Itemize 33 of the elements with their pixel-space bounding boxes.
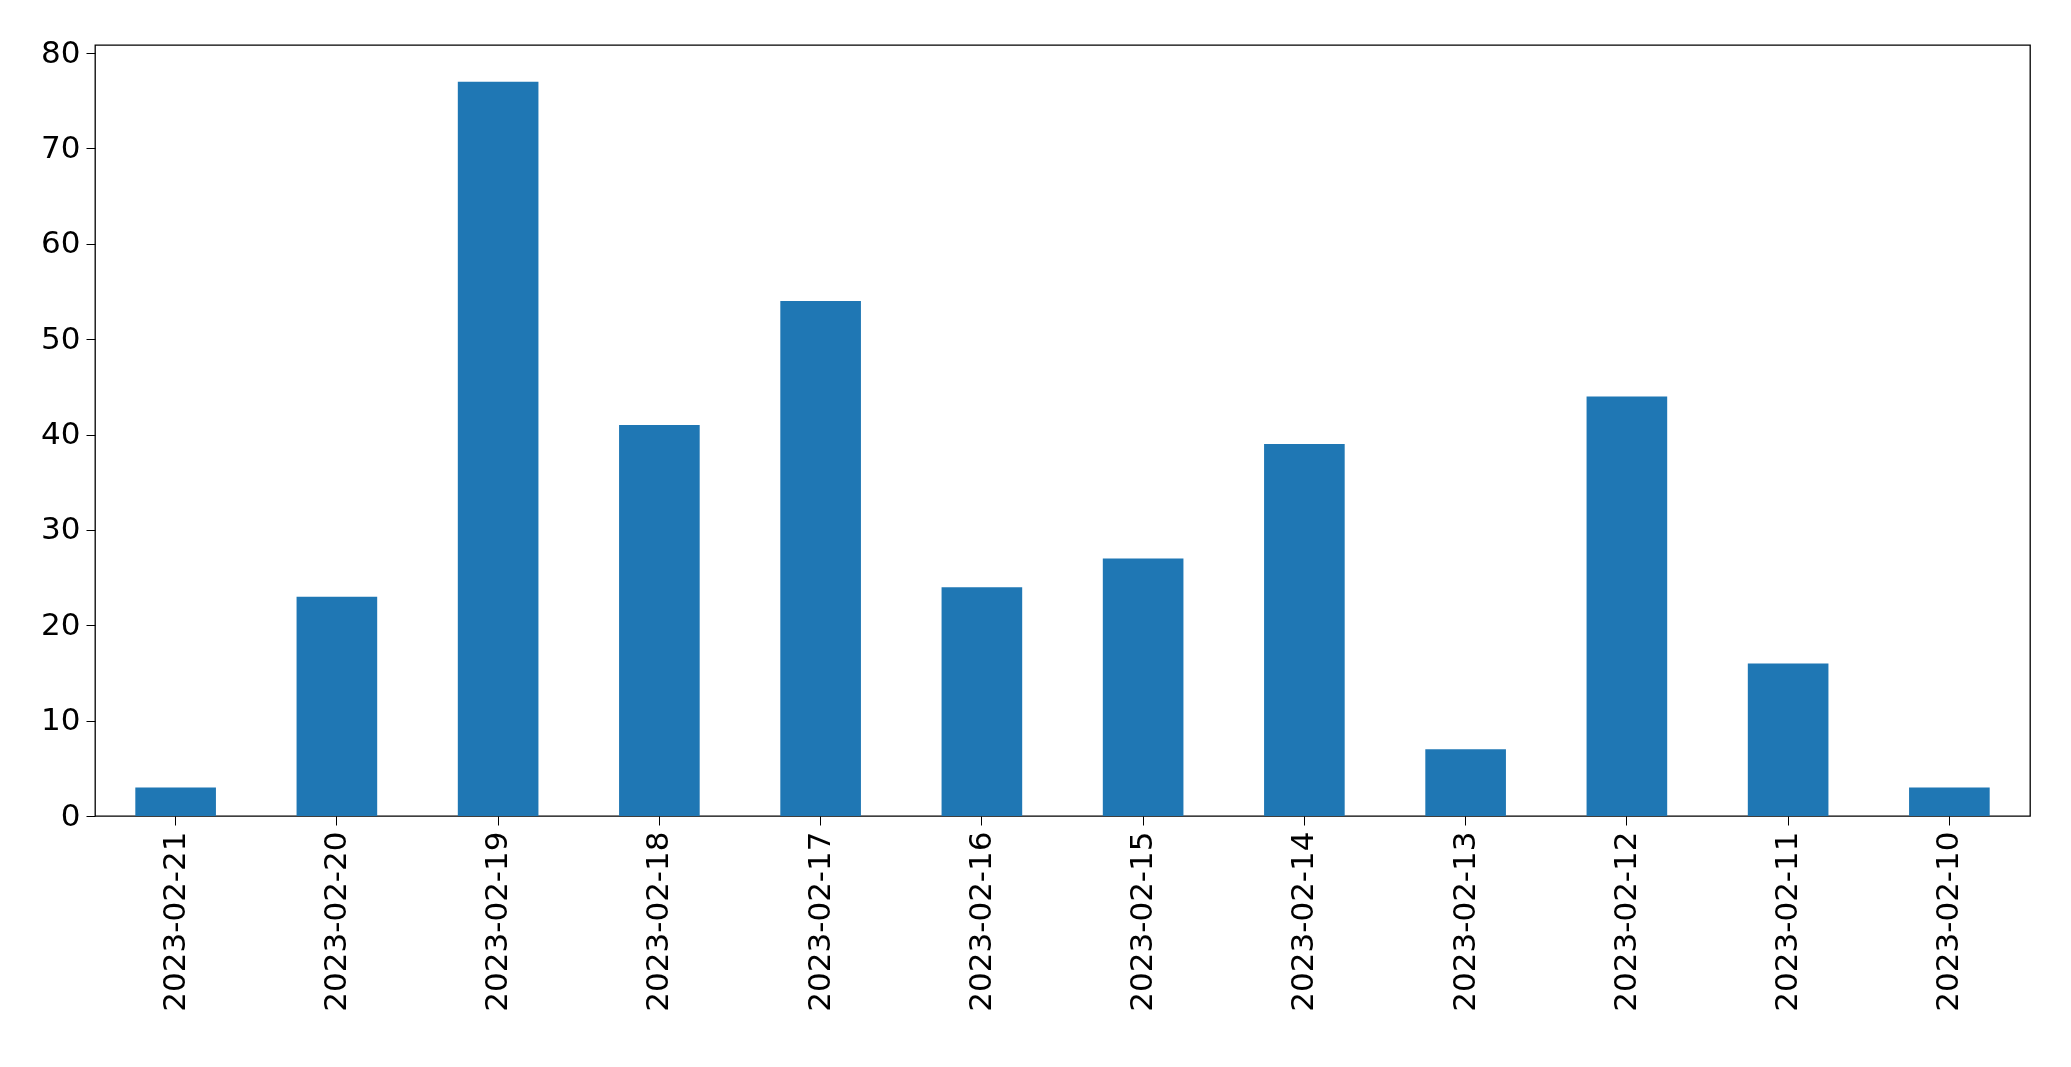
x-tick-label: 2023-02-10 <box>1929 831 1966 1012</box>
x-tick-label: 2023-02-12 <box>1606 831 1643 1012</box>
x-tick-label: 2023-02-21 <box>155 831 192 1012</box>
bar <box>941 587 1023 816</box>
y-tick-label: 30 <box>41 510 81 547</box>
x-tick-label: 2023-02-18 <box>639 831 676 1012</box>
y-tick-label: 70 <box>41 128 81 165</box>
x-tick-label: 2023-02-19 <box>478 831 515 1012</box>
bar <box>1425 749 1506 816</box>
x-tick-label: 2023-02-15 <box>1123 831 1160 1012</box>
y-tick-label: 80 <box>41 33 81 70</box>
bar <box>619 425 700 816</box>
bar <box>457 81 539 816</box>
bar <box>135 787 216 816</box>
bar <box>1586 396 1668 816</box>
bar <box>1909 787 1990 816</box>
y-tick-label: 20 <box>41 605 81 642</box>
bar <box>296 596 378 816</box>
x-tick-label: 2023-02-14 <box>1284 831 1321 1012</box>
x-tick-label: 2023-02-17 <box>800 831 837 1012</box>
y-tick-label: 40 <box>41 415 81 452</box>
y-tick-label: 10 <box>41 701 81 738</box>
x-tick-label: 2023-02-20 <box>316 831 353 1012</box>
y-tick-label: 60 <box>41 224 81 261</box>
x-tick-label: 2023-02-13 <box>1445 831 1482 1012</box>
x-tick-label: 2023-02-11 <box>1768 831 1805 1012</box>
y-tick-label: 50 <box>41 319 81 356</box>
y-tick-label: 0 <box>60 796 81 833</box>
bar <box>1102 558 1184 816</box>
bar <box>1264 444 1345 816</box>
bar <box>1747 663 1829 816</box>
bar <box>780 301 861 816</box>
x-tick-label: 2023-02-16 <box>961 831 998 1012</box>
